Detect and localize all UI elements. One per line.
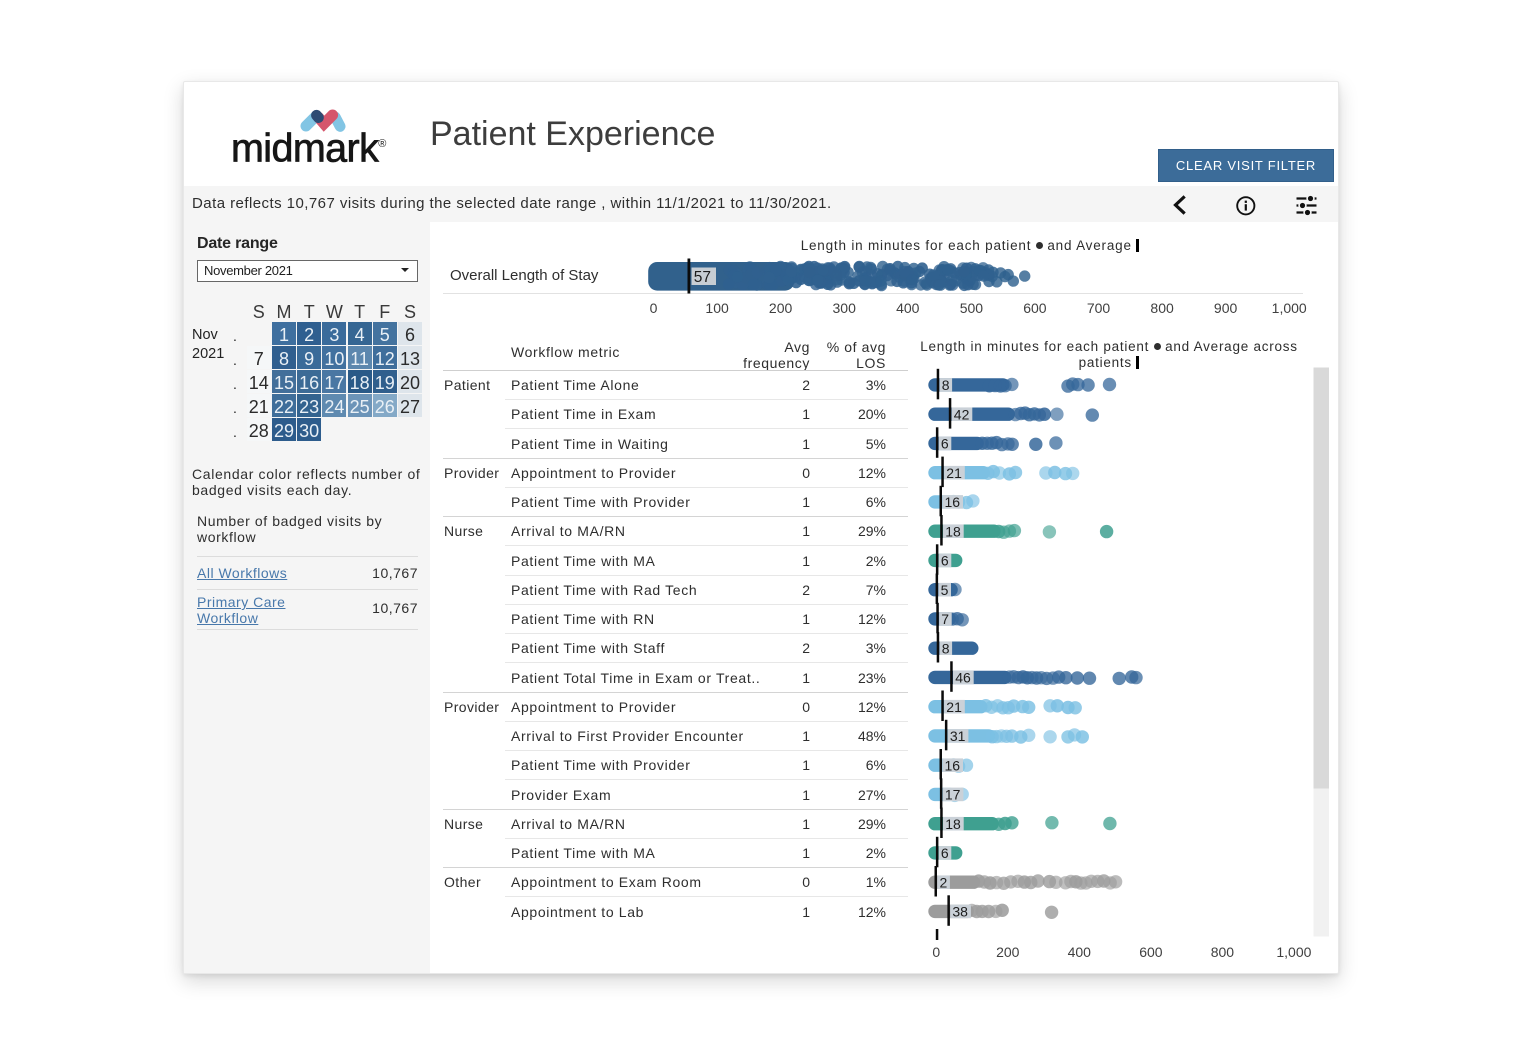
svg-text:31: 31 [950,728,966,744]
svg-text:2: 2 [940,874,948,890]
svg-text:6: 6 [941,845,949,861]
svg-text:7: 7 [941,611,949,627]
svg-text:16: 16 [945,757,961,773]
svg-text:17: 17 [945,787,961,803]
svg-text:42: 42 [954,406,970,422]
svg-text:46: 46 [955,670,971,686]
svg-text:18: 18 [945,523,961,539]
svg-text:16: 16 [945,494,961,510]
svg-text:8: 8 [942,377,950,393]
svg-text:5: 5 [941,582,949,598]
svg-text:6: 6 [941,553,949,569]
svg-text:21: 21 [946,699,962,715]
svg-text:57: 57 [694,269,711,286]
svg-text:21: 21 [946,465,962,481]
svg-text:38: 38 [952,904,968,920]
svg-text:6: 6 [941,436,949,452]
svg-text:18: 18 [945,816,961,832]
svg-text:8: 8 [942,640,950,656]
